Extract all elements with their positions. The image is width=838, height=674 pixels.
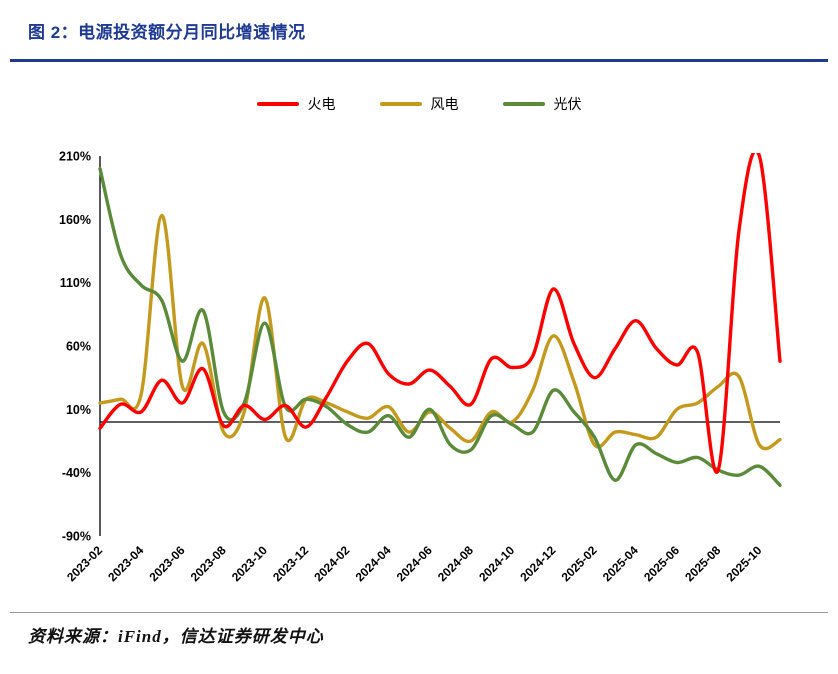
legend-swatch-wind	[379, 102, 422, 106]
source-note: 资料来源：iFind，信达证券研发中心	[28, 627, 324, 646]
y-axis-label: 60%	[66, 340, 91, 354]
y-axis-label: 160%	[59, 213, 91, 227]
footer-divider	[10, 612, 828, 613]
y-axis-label: 10%	[66, 403, 91, 417]
line-chart: 210% 160% 110% 60% 10% -40% -90%2023-02 2023-04…	[59, 150, 782, 584]
legend-label-thermal: 火电	[307, 96, 336, 112]
x-axis-label: 2023-06	[147, 543, 188, 584]
series-line-wind	[98, 213, 782, 451]
x-axis-label: 2023-08	[188, 543, 229, 584]
chart-legend: 火电 风电 光伏	[0, 94, 838, 114]
x-axis-label: 2024-04	[353, 543, 394, 584]
x-axis-label: 2024-06	[394, 543, 435, 584]
y-axis-label: -90%	[62, 530, 91, 544]
x-axis-label: 2025-04	[600, 543, 641, 584]
x-axis-label: 2024-08	[435, 543, 476, 584]
legend-swatch-thermal	[256, 102, 299, 106]
x-axis-label: 2025-10	[723, 543, 764, 584]
x-axis-label: 2023-04	[105, 543, 146, 584]
legend-item-solar: 光伏	[502, 94, 582, 114]
series-line-solar	[98, 167, 782, 487]
title-divider	[10, 59, 828, 62]
figure-title: 图 2：电源投资额分月同比增速情况	[28, 23, 306, 42]
legend-item-thermal: 火电	[256, 94, 336, 114]
y-axis-label: 110%	[60, 276, 91, 290]
legend-label-solar: 光伏	[553, 96, 582, 112]
legend-item-wind: 风电	[379, 94, 459, 114]
y-axis-label: 210%	[59, 150, 91, 164]
legend-label-wind: 风电	[430, 96, 459, 112]
legend-swatch-solar	[502, 102, 545, 106]
x-axis-label: 2023-02	[64, 543, 105, 584]
y-axis-label: -40%	[62, 466, 91, 480]
x-axis-label: 2025-08	[682, 543, 723, 584]
x-axis-label: 2024-12	[517, 543, 558, 584]
x-axis-label: 2024-02	[311, 543, 352, 584]
series-line-thermal	[98, 153, 782, 475]
x-axis-label: 2025-02	[559, 543, 600, 584]
x-axis-label: 2025-06	[641, 543, 682, 584]
x-axis-label: 2023-10	[229, 543, 270, 584]
x-axis-label: 2024-10	[476, 543, 517, 584]
x-axis-label: 2023-12	[270, 543, 311, 584]
